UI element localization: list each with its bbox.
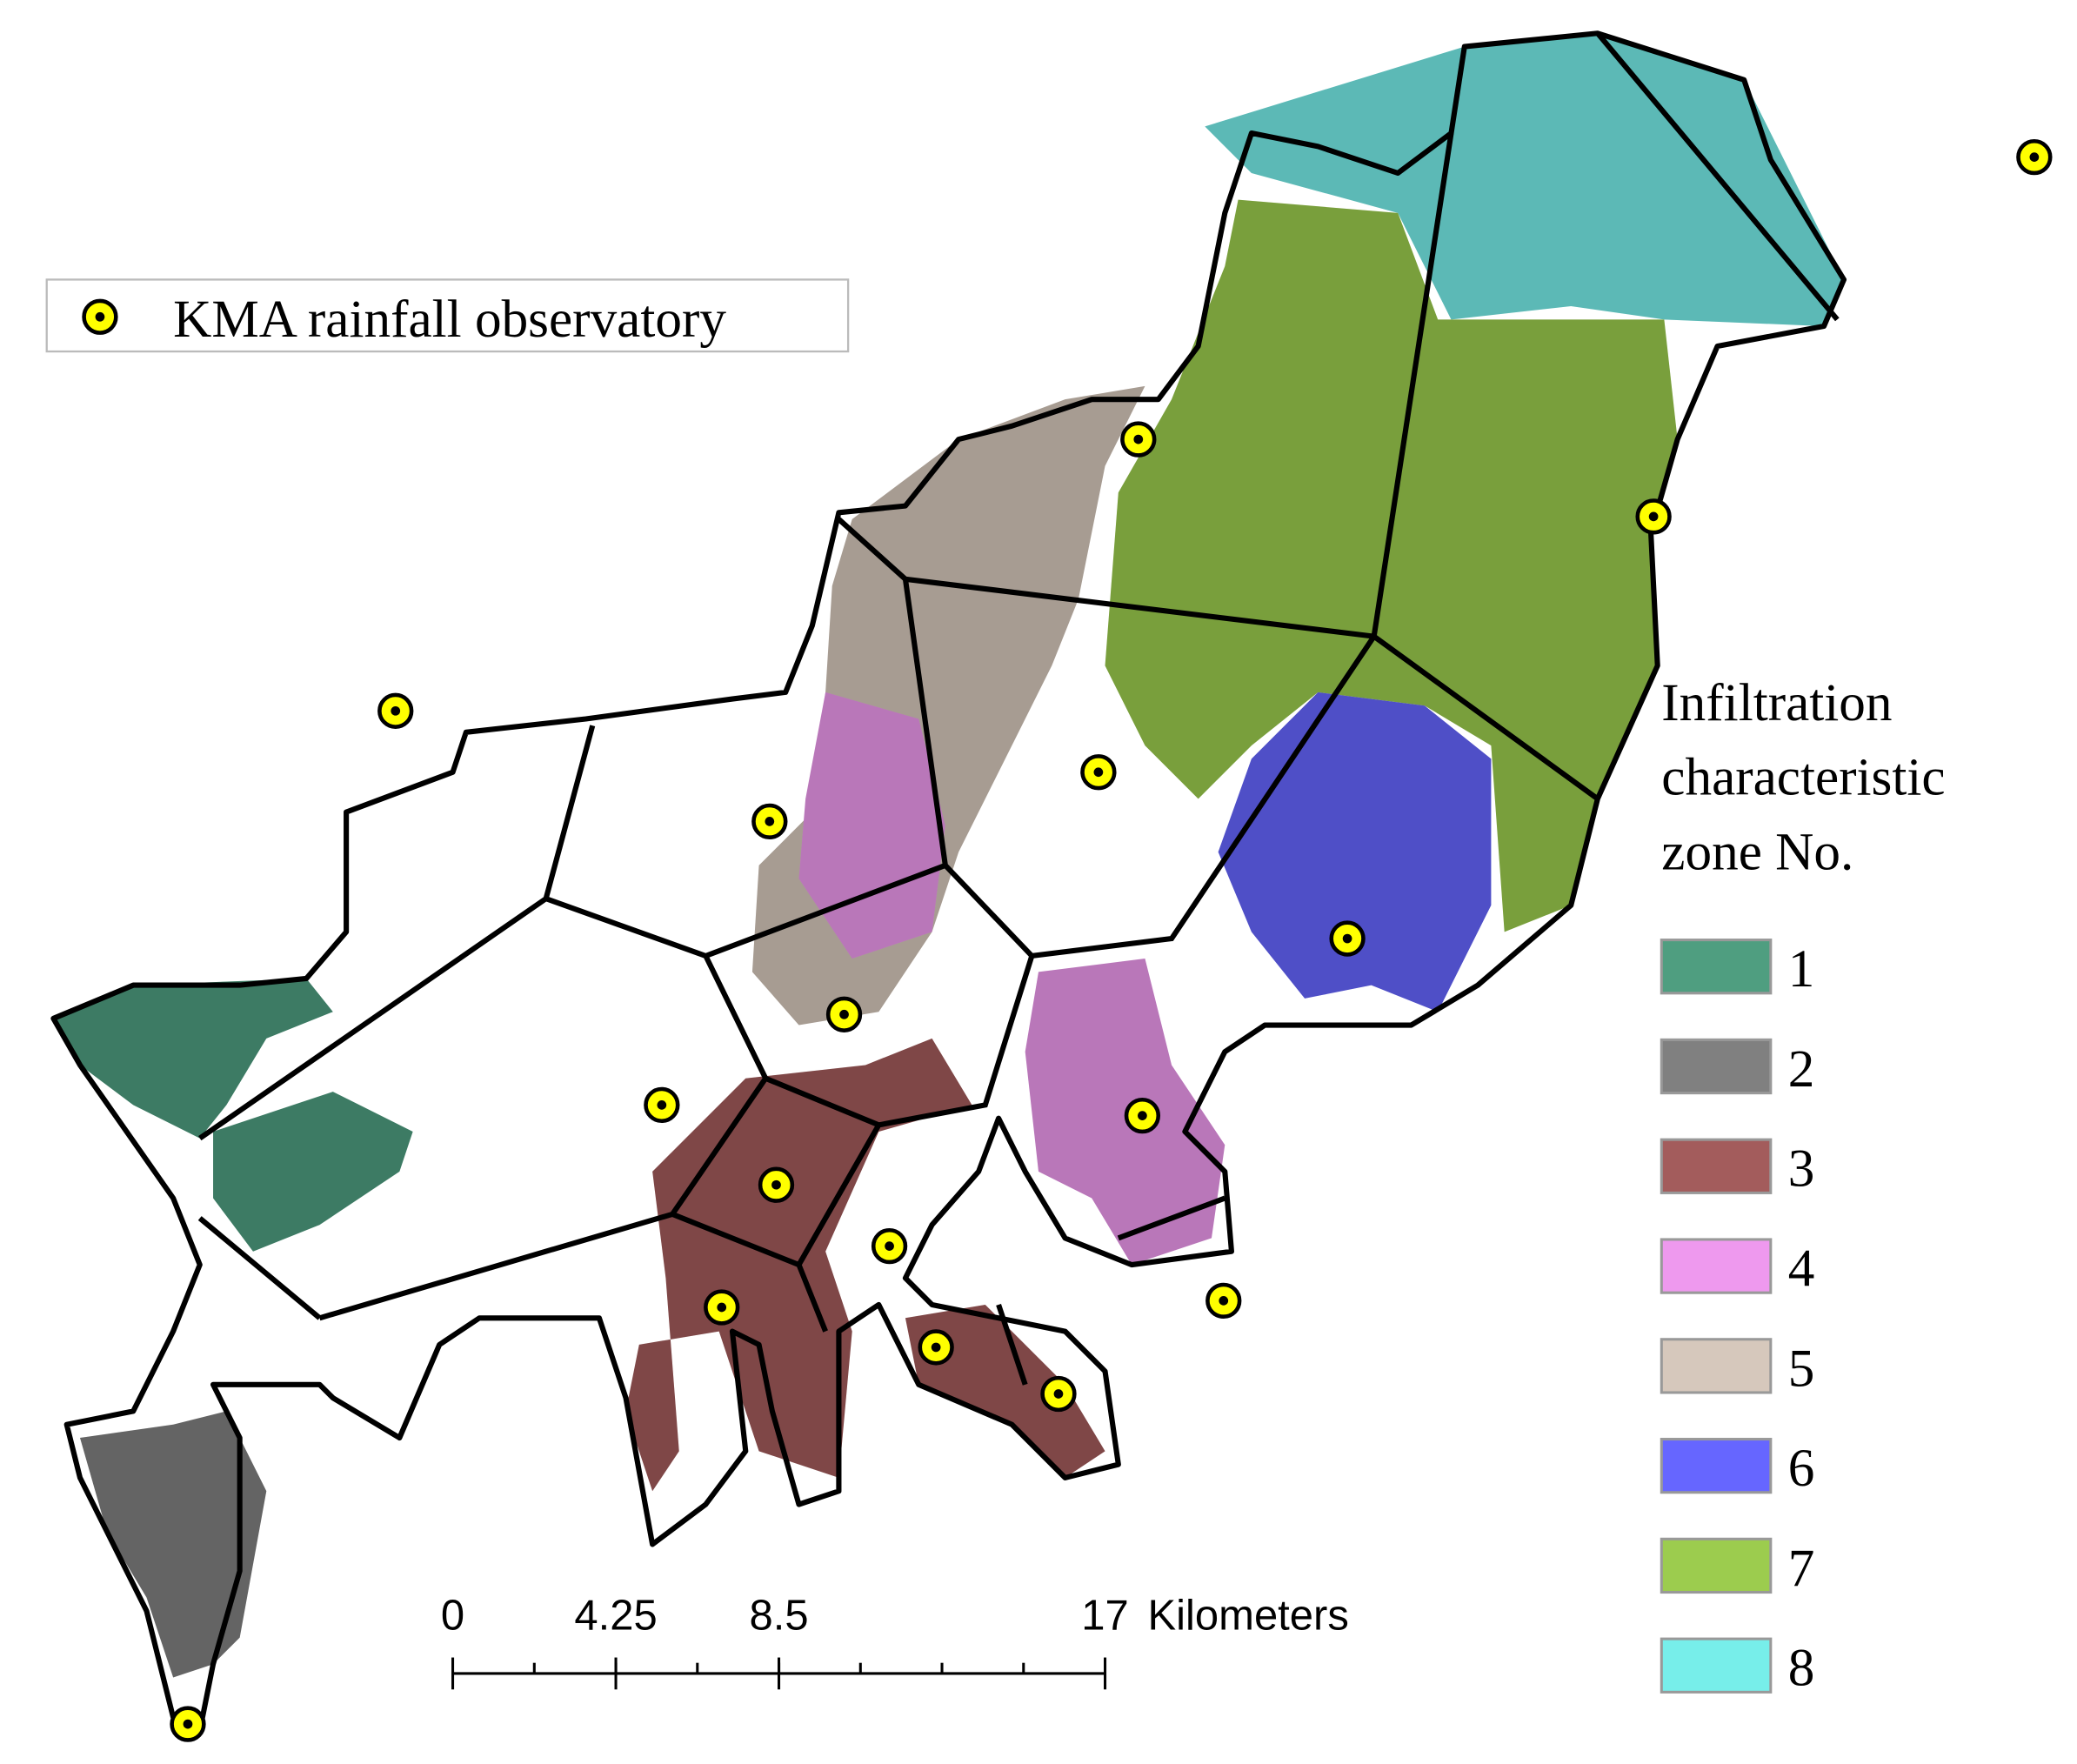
- zone-patch: [53, 978, 333, 1139]
- scale-unit: Kilometers: [1148, 1592, 1349, 1639]
- zone-legend-title: Infiltration: [1661, 673, 1892, 732]
- observatory-dot: [183, 1719, 193, 1729]
- zone-patch: [905, 1304, 1105, 1478]
- scale-bar: 0 4.25 8.5 17 Kilometers: [441, 1592, 1349, 1690]
- zone-label: 6: [1788, 1439, 1815, 1498]
- relief-shade: [751, 385, 1145, 1026]
- zone-patch: [1218, 692, 1492, 1012]
- legend-symbol: [82, 298, 118, 335]
- observatory-dot: [931, 1342, 941, 1353]
- observatory-dot: [391, 705, 401, 716]
- observatory-dot: [1133, 434, 1144, 444]
- zone-label: 4: [1788, 1239, 1815, 1299]
- zone-swatch: [1660, 1537, 1773, 1594]
- zone-swatch: [1660, 1438, 1773, 1494]
- observatory-dot: [1138, 1111, 1147, 1120]
- legend-label: KMA rainfall observatory: [173, 290, 726, 349]
- zone-patch: [79, 1411, 267, 1678]
- observatory-dot: [657, 1100, 667, 1110]
- zone-swatch: [1660, 1238, 1773, 1294]
- relief-shade: [79, 1411, 267, 1678]
- relief-shade: [798, 692, 945, 959]
- observatory-dot: [771, 1179, 781, 1190]
- zone-patch: [798, 692, 945, 959]
- legend-box: [45, 278, 850, 353]
- observatory-dot: [1093, 767, 1104, 778]
- relief-shade: [1205, 33, 1844, 326]
- zone-swatch: [1660, 1338, 1773, 1394]
- observatory-dot: [1053, 1389, 1064, 1399]
- scale-label: 17: [1081, 1592, 1128, 1639]
- zone-label: 5: [1788, 1339, 1815, 1398]
- zone-patch: [1205, 33, 1844, 326]
- zone-legend: Infiltration characteristic zone No. 1 2 3 4 5 6…: [1660, 673, 1946, 1698]
- zone-swatch: [1660, 1038, 1773, 1095]
- zone-label: 2: [1788, 1039, 1815, 1099]
- city-boundary: [50, 30, 1847, 1734]
- observatory-dot: [885, 1241, 894, 1251]
- observatories: [170, 138, 2053, 1742]
- zone-swatch: [1660, 1138, 1773, 1194]
- relief-shade: [213, 1092, 413, 1252]
- scale-label: 8.5: [750, 1592, 809, 1639]
- observatory-dot: [1219, 1296, 1229, 1306]
- scale-label: 0: [441, 1592, 464, 1639]
- zone-label: 1: [1788, 939, 1815, 999]
- zone-label: 3: [1788, 1139, 1815, 1199]
- zone-boundaries: [197, 31, 1840, 1386]
- relief-shade: [1218, 692, 1492, 1012]
- observatory-dot: [839, 1009, 849, 1019]
- observatory-dot: [765, 817, 775, 826]
- scale-label: 4.25: [574, 1592, 657, 1639]
- observatory-dot: [717, 1302, 727, 1313]
- zone-swatch: [1660, 1637, 1773, 1694]
- zone-label: 8: [1788, 1639, 1815, 1698]
- zone-swatch: [1660, 939, 1773, 995]
- observatory-dot: [1342, 933, 1352, 944]
- zone-patch: [213, 1092, 413, 1252]
- zone-legend-title: zone No.: [1661, 822, 1853, 881]
- zone-label: 7: [1788, 1539, 1815, 1598]
- zone-legend-title: characteristic: [1661, 748, 1945, 807]
- observatory-dot: [2029, 152, 2040, 162]
- relief-shade: [53, 978, 333, 1139]
- observatory-dot: [1648, 511, 1659, 522]
- observatory-dot: [95, 311, 105, 322]
- relief-shade: [905, 1304, 1105, 1478]
